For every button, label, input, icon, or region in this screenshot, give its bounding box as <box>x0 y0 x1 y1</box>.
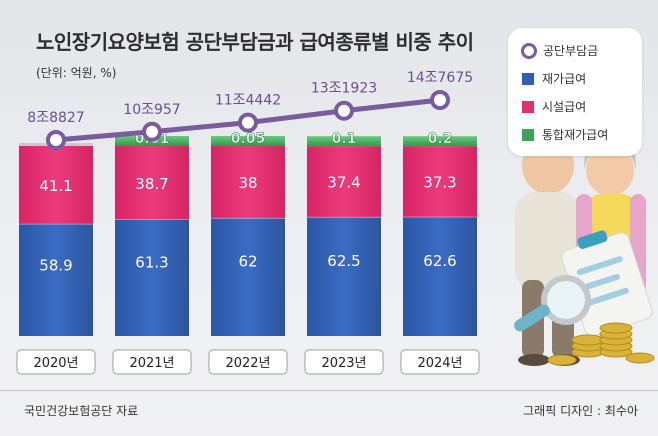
data-label-facility: 37.4 <box>327 174 360 192</box>
data-label-facility: 41.1 <box>39 177 72 195</box>
line-point <box>334 100 354 121</box>
pink-swatch-icon <box>522 100 534 113</box>
data-label-home-care: 62 <box>238 253 257 271</box>
line-point <box>142 121 162 142</box>
legend-item-integrated: 통합재가급여 <box>522 126 608 143</box>
line-point <box>46 130 66 150</box>
legend: 공단부담금 재가급여 시설급여 통합재가급여 <box>508 28 642 156</box>
category-label: 2023년 <box>321 356 366 371</box>
line-point <box>430 90 450 110</box>
data-label-facility: 37.3 <box>423 174 456 192</box>
line-data-label: 14조7675 <box>407 70 473 86</box>
category-label: 2021년 <box>129 356 174 371</box>
bar-home-care <box>307 217 381 336</box>
data-label-integrated: 0.1 <box>332 131 357 147</box>
category-label: 2020년 <box>33 356 78 371</box>
data-label-home-care: 62.6 <box>423 252 456 270</box>
legend-item-home-care: 재가급여 <box>522 70 586 87</box>
line-data-label: 11조4442 <box>215 93 281 109</box>
elderly-couple-illustration <box>514 128 655 366</box>
source-note: 국민건강보험공단 자료 <box>24 404 139 418</box>
legend-label: 공단부담금 <box>543 44 599 58</box>
category-label: 2024년 <box>417 356 462 371</box>
bar-home-care <box>403 217 477 336</box>
bar-facility <box>307 146 381 218</box>
category-label: 2022년 <box>225 356 270 371</box>
bar-facility <box>19 146 93 225</box>
bar-home-care <box>211 218 285 336</box>
data-label-home-care: 61.3 <box>135 253 168 271</box>
category-label-box <box>208 349 288 375</box>
bar-facility <box>211 146 285 219</box>
blue-swatch-icon <box>522 72 534 85</box>
legend-label: 재가급여 <box>542 72 587 86</box>
legend-label: 통합재가급여 <box>542 128 609 142</box>
bar-integrated <box>403 136 477 147</box>
chart-title: 노인장기요양보험 공단부담금과 급여종류별 비중 추이 <box>36 30 474 54</box>
unit-label: (단위: 억원, %) <box>36 66 117 80</box>
legend-item-facility: 시설급여 <box>522 98 586 115</box>
data-label-home-care: 58.9 <box>39 256 72 274</box>
footer-divider <box>0 390 658 391</box>
category-label-box <box>400 349 480 375</box>
bar-integrated <box>307 136 381 147</box>
category-label-box <box>16 349 96 375</box>
line-data-label: 13조1923 <box>311 81 377 97</box>
bar-facility <box>115 146 189 220</box>
data-label-integrated: 0.05 <box>231 131 266 147</box>
line-marker-icon <box>521 42 537 59</box>
legend-item-line: 공단부담금 <box>521 42 599 59</box>
green-swatch-icon <box>522 128 534 141</box>
bar-integrated <box>211 136 285 146</box>
line-point <box>238 112 258 133</box>
data-label-facility: 38 <box>238 174 257 192</box>
category-label-box <box>304 349 384 375</box>
line-data-label: 8조8827 <box>27 110 84 126</box>
design-credit: 그래픽 디자인 : 최수아 <box>523 404 638 418</box>
line-data-label: 10조957 <box>123 102 180 118</box>
bar-home-care <box>19 224 93 336</box>
category-label-box <box>112 349 192 375</box>
bar-facility <box>403 146 477 218</box>
legend-label: 시설급여 <box>542 100 587 114</box>
bar-home-care <box>115 219 189 336</box>
data-label-integrated: 0.2 <box>428 131 453 147</box>
data-label-facility: 38.7 <box>135 175 168 193</box>
data-label-home-care: 62.5 <box>327 252 360 270</box>
